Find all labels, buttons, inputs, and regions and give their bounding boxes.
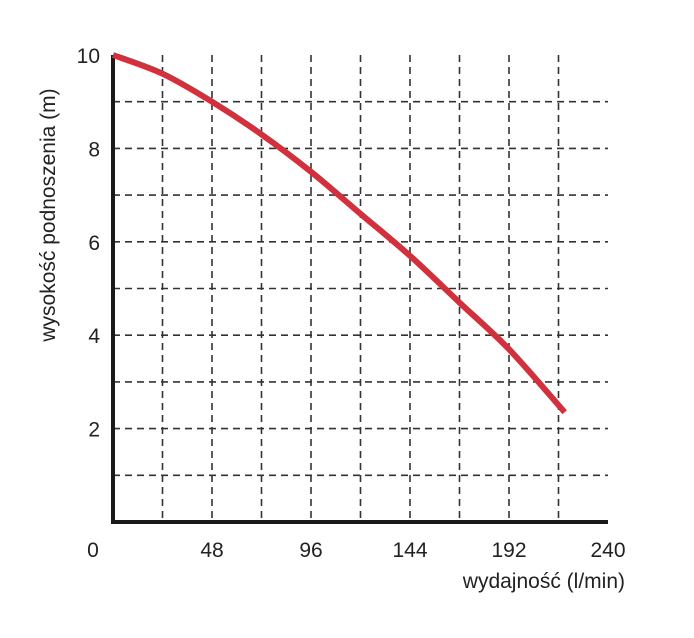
y-tick-label: 2 bbox=[88, 419, 100, 442]
y-tick-label: 8 bbox=[88, 138, 100, 161]
axes bbox=[111, 55, 608, 524]
x-tick-labels: 0 48 96 144 192 240 bbox=[87, 539, 625, 562]
x-tick-label: 48 bbox=[200, 539, 223, 562]
y-tick-label: 10 bbox=[77, 45, 100, 68]
grid bbox=[113, 55, 608, 522]
x-tick-label: 144 bbox=[392, 539, 427, 562]
x-tick-label: 0 bbox=[87, 539, 99, 562]
x-axis-label: wydajność (l/min) bbox=[462, 570, 625, 593]
x-tick-label: 192 bbox=[491, 539, 526, 562]
y-axis-label: wysokość podnoszenia (m) bbox=[37, 88, 60, 342]
x-tick-label: 96 bbox=[299, 539, 322, 562]
y-tick-labels: 2 4 6 8 10 bbox=[77, 45, 101, 442]
series-line bbox=[111, 52, 567, 415]
x-tick-label: 240 bbox=[590, 539, 625, 562]
y-tick-label: 4 bbox=[88, 325, 100, 348]
y-tick-label: 6 bbox=[88, 232, 100, 255]
